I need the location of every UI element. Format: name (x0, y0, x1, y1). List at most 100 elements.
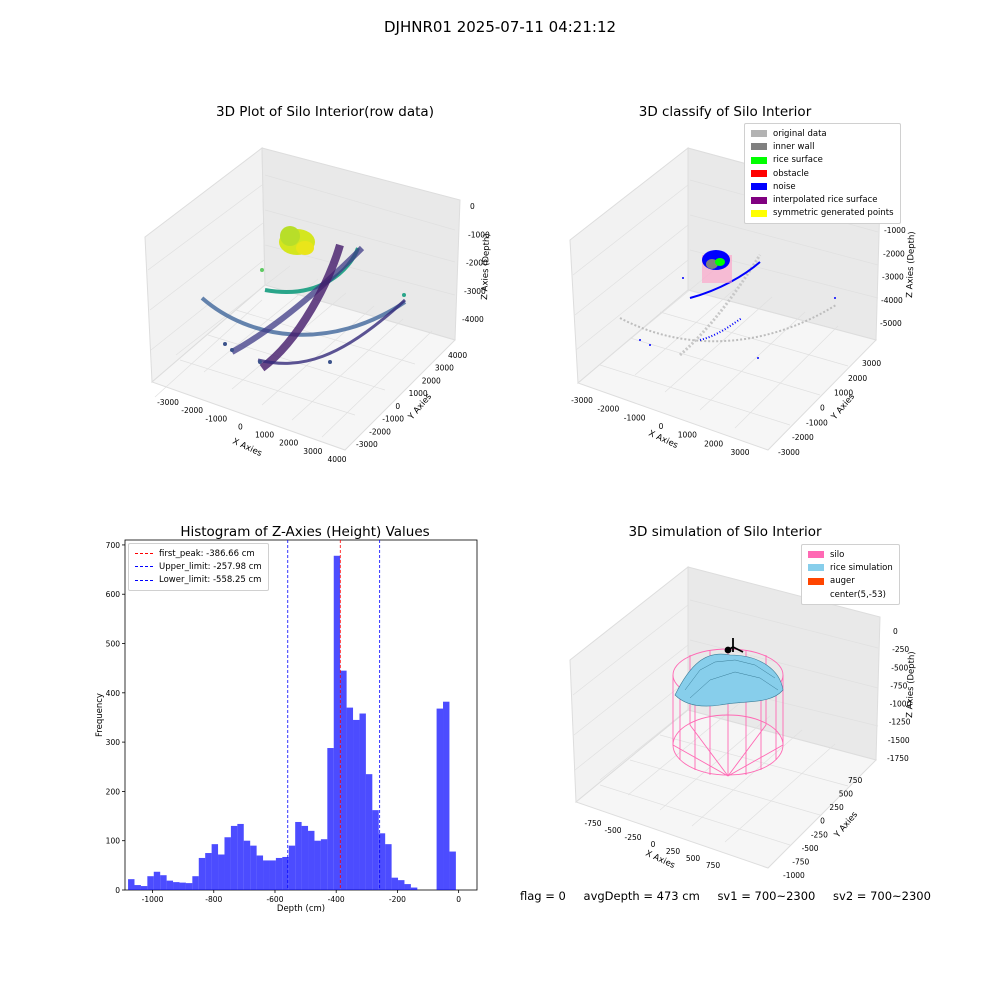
histogram-xtick-label: 0 (456, 895, 461, 904)
histogram-bar (301, 825, 309, 890)
sim-ytick-label: 0 (820, 817, 825, 826)
sim-ztick-label: -250 (892, 645, 909, 654)
raw-surface-cloud (279, 226, 315, 255)
histogram-bar (353, 719, 360, 890)
legend-swatch (751, 170, 767, 178)
histogram-bar (263, 860, 270, 890)
legend-swatch (751, 196, 767, 204)
sim-xtick-label: -250 (624, 833, 641, 842)
avg-depth-text: avgDepth = 473 cm (583, 889, 700, 903)
histogram-xlabel: Depth (cm) (277, 904, 325, 914)
histogram-bar (275, 857, 283, 890)
histogram-bar (372, 810, 379, 890)
sv2-text: sv2 = 700~2300 (833, 889, 931, 903)
legend-label: interpolated rice surface (773, 195, 878, 206)
histogram-xtick-label: -200 (389, 895, 406, 904)
sim-xtick-label: 0 (651, 840, 656, 849)
classify-xtick-label: -3000 (571, 396, 593, 405)
sim-ytick-label: 500 (839, 790, 854, 799)
raw-zlabel: Z Axies (Depth) (480, 233, 492, 300)
raw-ytick-label: 1000 (409, 389, 428, 398)
sim-ztick-label: -500 (891, 663, 908, 672)
raw-ztick-label: -1000 (468, 230, 490, 239)
sim-ytick-label: -1000 (783, 871, 805, 880)
histogram-bar (179, 882, 186, 890)
legend-label: original data (773, 128, 827, 139)
simulation-legend: silo rice simulation auger center(5,-53) (801, 544, 900, 606)
raw-plot-title: 3D Plot of Silo Interior(row data) (216, 104, 434, 120)
sim-floor-pane (574, 709, 877, 869)
raw-fan-1 (230, 245, 365, 355)
histogram-bar (237, 823, 244, 890)
sim-auger (724, 638, 744, 654)
legend-swatch (751, 209, 767, 217)
legend-swatch (808, 591, 824, 598)
raw-xtick-label: 0 (238, 422, 243, 431)
legend-swatch (751, 130, 767, 138)
legend-entry: center(5,-53) (808, 588, 893, 601)
raw-xtick-label: 1000 (255, 431, 274, 440)
sim-ytick-label: -750 (792, 857, 809, 866)
histogram-bar (333, 555, 341, 890)
classify-ztick-label: -1000 (884, 226, 906, 235)
raw-ztick-label: -2000 (466, 259, 488, 268)
classify-ytick-label: 1000 (834, 389, 853, 398)
histogram-bar (404, 884, 411, 890)
histogram-bar (147, 876, 154, 890)
histogram-bar (173, 882, 180, 890)
classify-ytick-label: -1000 (806, 418, 828, 427)
histogram-bar (378, 833, 386, 890)
sim-zlabel: Z Axies (Depth) (905, 651, 917, 718)
histogram-ytick-label: 200 (106, 787, 121, 796)
sim-ytick-label: 250 (829, 803, 844, 812)
legend-swatch (751, 183, 767, 191)
histogram-bar (340, 670, 347, 890)
histogram-bar (398, 880, 405, 890)
legend-entry: silo (808, 548, 893, 561)
histogram-bar (224, 837, 231, 890)
legend-label: rice surface (773, 155, 823, 166)
classify-legend: original data inner wall rice surface obsta… (744, 123, 901, 225)
histogram-ytick-label: 100 (106, 837, 121, 846)
histogram-ytick-label: 400 (106, 689, 121, 698)
raw-ytick-label: -2000 (369, 427, 391, 436)
histogram-bar (134, 885, 141, 890)
legend-swatch (808, 551, 824, 559)
sim-ztick-label: -750 (890, 681, 907, 690)
legend-entry: rice surface (751, 154, 894, 167)
histogram-xtick-label: -1000 (142, 895, 164, 904)
legend-entry: noise (751, 180, 894, 193)
raw-xtick-label: 2000 (279, 439, 298, 448)
raw-xtick-label: -1000 (205, 414, 227, 423)
histogram-bar (160, 875, 167, 890)
classify-xtick-label: 1000 (678, 431, 697, 440)
classify-fan (679, 254, 762, 357)
raw-ztick-label: -4000 (462, 315, 484, 324)
histogram-chart: -1000 -800 -600 -400 -200 0 0 100 200 300 400 500 6… (95, 539, 478, 914)
raw-arc-bottom (257, 298, 407, 365)
histogram-bar (320, 839, 328, 890)
raw-ztick-label: -3000 (464, 287, 486, 296)
legend-entry: symmetric generated points (751, 207, 894, 220)
histogram-ytick-label: 700 (106, 541, 121, 550)
legend-swatch (751, 143, 767, 151)
histogram-bar (359, 713, 366, 890)
raw-noise-points (223, 268, 406, 364)
raw-xtick-label: 3000 (303, 447, 322, 456)
raw-xtick-label: -3000 (157, 398, 179, 407)
sim-xtick-label: 500 (686, 854, 701, 863)
histogram-xtick-label: -800 (205, 895, 222, 904)
legend-label: rice simulation (830, 562, 893, 573)
classify-ztick-label: -4000 (881, 296, 903, 305)
classify-xtick-label: 3000 (730, 448, 749, 457)
histogram-bar (449, 851, 456, 890)
classify-ztick-label: -5000 (880, 319, 902, 328)
histogram-bar (295, 821, 302, 890)
sim-ytick-label: 750 (848, 776, 863, 785)
raw-ytick-label: 3000 (435, 364, 454, 373)
classify-ytick-label: 2000 (848, 374, 867, 383)
histogram-bar (218, 854, 225, 890)
classify-noise-points (639, 277, 836, 359)
